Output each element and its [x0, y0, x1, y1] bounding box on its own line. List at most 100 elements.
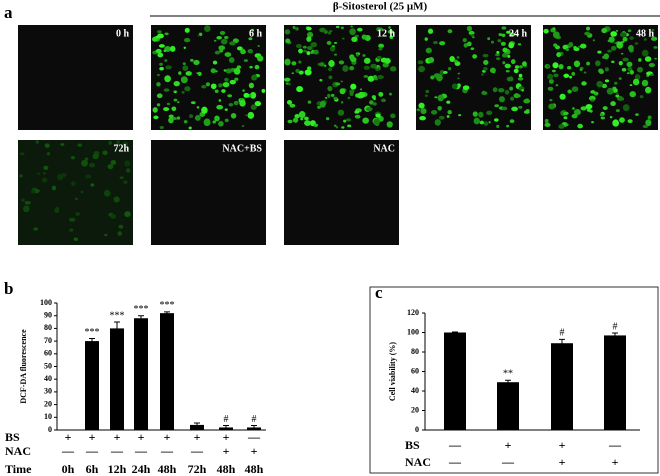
cell — [498, 96, 505, 103]
cell — [552, 62, 559, 69]
cell — [490, 40, 495, 44]
cell — [225, 68, 232, 74]
panel-label: a — [4, 3, 13, 22]
cell — [210, 83, 217, 90]
cell — [340, 80, 344, 83]
cell — [183, 46, 186, 49]
cell — [319, 27, 326, 33]
cell — [190, 58, 194, 62]
cell — [449, 55, 455, 63]
cell — [60, 143, 65, 146]
cell — [586, 61, 591, 66]
cell — [586, 26, 591, 31]
cell — [644, 56, 652, 62]
cell — [506, 76, 514, 82]
cell — [173, 81, 180, 87]
cell — [123, 180, 128, 185]
y-tick-label: 20 — [44, 399, 52, 408]
cell — [224, 108, 228, 111]
cell — [168, 114, 174, 119]
cell — [552, 27, 556, 30]
cell — [607, 49, 612, 53]
row-label: NAC — [405, 455, 431, 469]
cell — [458, 114, 462, 117]
cell — [504, 63, 511, 69]
row-label: BS — [405, 438, 420, 452]
cell — [242, 89, 245, 92]
cell — [69, 228, 74, 232]
cell — [547, 86, 554, 91]
cell — [351, 36, 358, 43]
cell — [218, 120, 224, 127]
x-tick-label: 6h — [86, 462, 99, 476]
cell — [164, 32, 169, 36]
row-label: NAC — [5, 444, 31, 458]
cell — [74, 197, 79, 201]
condition-mark: + — [251, 444, 258, 458]
cell — [306, 36, 312, 42]
cell — [618, 77, 622, 80]
cell — [634, 74, 641, 80]
cell — [349, 89, 355, 93]
cell — [119, 176, 124, 180]
cell — [335, 82, 341, 86]
cell — [70, 155, 76, 160]
cell — [243, 92, 250, 98]
cell — [362, 117, 369, 124]
cell — [579, 43, 587, 49]
cell — [418, 65, 426, 73]
cell — [122, 141, 129, 147]
cell — [310, 41, 318, 48]
cell — [425, 89, 430, 94]
cell — [592, 39, 596, 42]
error-bar — [223, 425, 229, 430]
bar — [85, 341, 99, 430]
cell — [298, 60, 302, 64]
cell — [327, 67, 333, 72]
cell — [552, 31, 560, 39]
cell — [502, 47, 508, 53]
cell — [350, 25, 353, 28]
condition-mark: + — [612, 455, 619, 469]
tile-label: NAC+BS — [222, 143, 262, 154]
cell — [558, 124, 565, 129]
cell — [42, 172, 46, 175]
cell — [347, 124, 352, 128]
tile-label: 24 h — [509, 28, 528, 39]
cell — [178, 71, 182, 75]
cell — [553, 73, 559, 78]
cell — [201, 84, 207, 89]
cell — [439, 41, 446, 46]
cell — [224, 35, 229, 40]
cell — [291, 61, 297, 66]
cell — [615, 109, 620, 113]
cell — [193, 59, 200, 66]
cell — [221, 89, 226, 93]
cell — [618, 61, 623, 66]
significance-mark: # — [613, 321, 618, 332]
cell — [20, 152, 25, 156]
cell — [24, 200, 31, 205]
cell — [568, 42, 574, 48]
cell — [333, 41, 338, 44]
cell — [220, 38, 228, 45]
cell — [304, 120, 311, 126]
cell — [182, 65, 189, 71]
cell — [437, 94, 444, 102]
cell — [43, 165, 49, 171]
cell — [77, 143, 83, 147]
condition-mark: — — [448, 438, 462, 452]
cell — [553, 43, 558, 48]
cell — [523, 98, 531, 104]
condition-mark: — — [110, 444, 124, 458]
condition-mark: — — [85, 444, 99, 458]
y-tick-label: 70 — [44, 336, 52, 345]
cell — [212, 120, 217, 124]
condition-mark: + — [65, 430, 72, 444]
condition-mark: + — [223, 444, 230, 458]
cell — [517, 94, 521, 98]
cell — [250, 92, 257, 99]
cell — [319, 100, 326, 108]
cell — [184, 86, 191, 92]
